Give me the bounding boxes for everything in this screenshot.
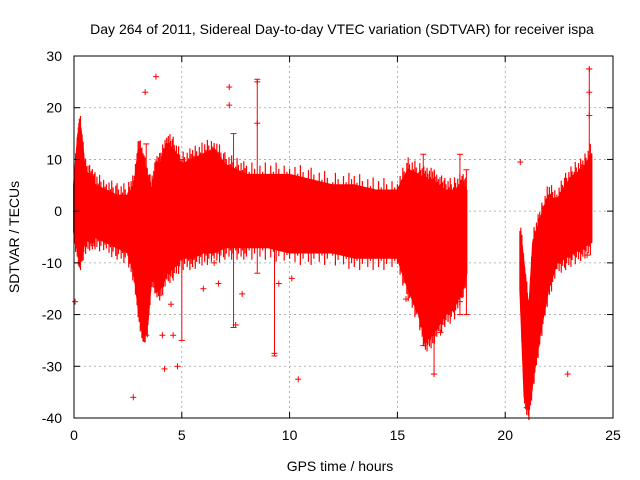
- data-point: [226, 84, 233, 91]
- data-point: [168, 301, 175, 308]
- x-tick-label: 0: [70, 427, 78, 443]
- data-series: [72, 65, 593, 421]
- data-point: [517, 159, 524, 166]
- data-point: [161, 365, 168, 372]
- x-tick-label: 25: [605, 427, 621, 443]
- data-point: [159, 332, 166, 339]
- data-point: [586, 112, 593, 119]
- x-tick-label: 5: [178, 427, 186, 443]
- data-point: [456, 298, 463, 305]
- data-point: [211, 259, 218, 266]
- data-point: [586, 65, 593, 72]
- data-point: [174, 363, 181, 370]
- x-tick-label: 10: [282, 427, 298, 443]
- data-point: [271, 350, 278, 357]
- data-point: [523, 404, 530, 411]
- x-axis-label: GPS time / hours: [287, 458, 394, 474]
- chart-title: Day 264 of 2011, Sidereal Day-to-day VTE…: [90, 21, 594, 37]
- data-point: [200, 285, 207, 292]
- y-tick-label: 20: [46, 100, 62, 116]
- y-tick-label: -40: [42, 410, 62, 426]
- x-tick-label: 15: [390, 427, 406, 443]
- y-axis-label: SDTVAR / TECUs: [6, 181, 22, 293]
- data-point: [72, 298, 79, 305]
- data-point: [431, 371, 438, 378]
- data-point: [295, 376, 302, 383]
- data-point: [437, 329, 444, 336]
- data-point: [142, 89, 149, 96]
- data-point: [288, 275, 295, 282]
- data-point: [584, 252, 591, 259]
- y-tick-label: 30: [46, 48, 62, 64]
- axis-ticks: 0 5 10 15 20 25 -40 -30 -20 -10 0 10 20 30: [42, 48, 621, 443]
- data-point: [564, 371, 571, 378]
- y-tick-label: 0: [54, 203, 62, 219]
- data-point: [232, 321, 239, 328]
- data-point: [215, 280, 222, 287]
- y-tick-label: -10: [42, 255, 62, 271]
- data-point: [586, 89, 593, 96]
- x-tick-label: 20: [497, 427, 513, 443]
- plot-frame: [73, 55, 614, 419]
- data-point: [130, 394, 137, 401]
- data-point: [239, 290, 246, 297]
- data-point: [450, 296, 457, 303]
- y-tick-label: 10: [46, 151, 62, 167]
- y-tick-label: -20: [42, 307, 62, 323]
- data-point: [403, 296, 410, 303]
- data-point: [275, 280, 282, 287]
- data-point: [226, 102, 233, 109]
- y-tick-label: -30: [42, 358, 62, 374]
- data-point: [170, 332, 177, 339]
- data-point: [254, 78, 261, 85]
- data-point: [254, 120, 261, 127]
- data-point: [152, 73, 159, 80]
